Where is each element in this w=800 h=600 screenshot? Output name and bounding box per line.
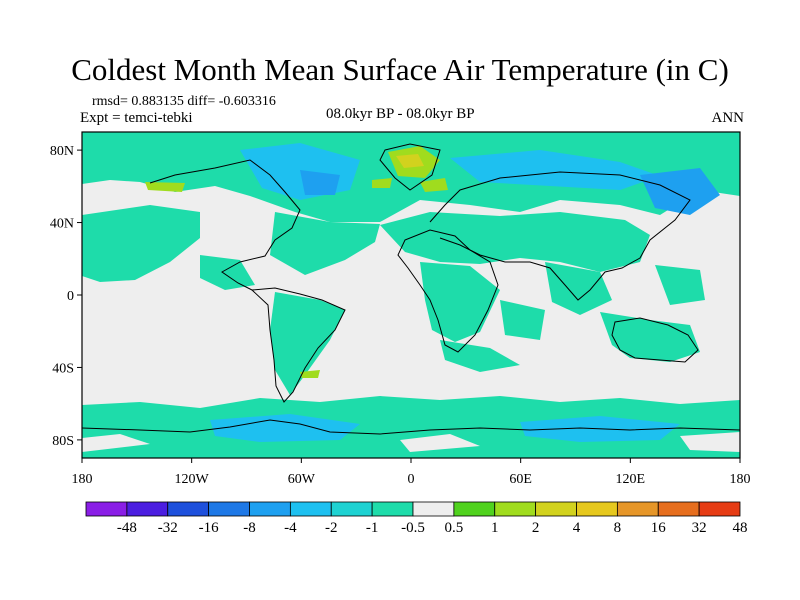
latitude-axis: 80N 40N 0 40S 80S <box>50 144 82 449</box>
lat-tick-label: 0 <box>67 289 74 304</box>
colorbar-swatch <box>535 501 577 517</box>
map-title: Coldest Month Mean Surface Air Temperatu… <box>71 52 729 87</box>
colorbar-label: -32 <box>158 520 178 536</box>
colorbar-swatch <box>494 501 537 517</box>
region-alaska-warm <box>145 182 185 192</box>
colorbar-label: -48 <box>117 520 137 536</box>
lon-tick-label: 180 <box>72 472 93 487</box>
colorbar-swatch <box>616 501 659 517</box>
period-label: 08.0kyr BP - 08.0kyr BP <box>326 106 475 122</box>
region-antarctic-cooler-west <box>210 414 360 442</box>
coast-eurasia <box>429 171 691 301</box>
colorbar-label: 8 <box>614 520 622 536</box>
region-central-america <box>200 255 255 290</box>
colorbar-label: -8 <box>243 520 256 536</box>
region-greenland-warmer <box>396 154 424 168</box>
lon-tick-label: 120E <box>616 472 646 487</box>
region-siberia-cooler <box>450 150 660 190</box>
region-africa <box>420 262 500 342</box>
longitude-axis: 180 120W 60W 0 60E 120E 180 <box>72 458 751 487</box>
lat-tick-label: 40N <box>50 217 74 232</box>
season-label: ANN <box>711 110 745 126</box>
lat-tick-label: 80S <box>52 434 74 449</box>
colorbar-label: 16 <box>651 520 667 536</box>
region-antarctic-neutral-1 <box>82 434 150 452</box>
colorbar-label: 48 <box>733 520 748 536</box>
colorbar-swatch <box>576 501 618 517</box>
colorbar-swatch <box>167 501 210 517</box>
colorbar-swatch <box>85 501 128 517</box>
colorbar-swatch <box>126 501 169 517</box>
region-india <box>545 262 612 315</box>
colorbar-label: 1 <box>491 520 499 536</box>
lon-tick-label: 120W <box>175 472 210 487</box>
experiment-label: Expt = temci-tebki <box>80 110 193 126</box>
coast-greenland <box>379 143 441 191</box>
region-south-atlantic-warm <box>300 370 320 378</box>
colorbar-swatch <box>208 501 250 517</box>
colorbar-swatch <box>330 501 373 517</box>
colorbar-swatch <box>657 501 700 517</box>
region-eurasia <box>380 212 650 272</box>
colorbar-swatch <box>453 501 496 517</box>
lat-tick-label: 40S <box>52 361 74 376</box>
colorbar-label: -0.5 <box>401 520 425 536</box>
region-north-pacific <box>82 205 200 282</box>
region-australia <box>600 312 700 362</box>
stats-label: rmsd= 0.883135 diff= -0.603316 <box>92 94 276 109</box>
region-antarctic-neutral-2 <box>400 434 480 452</box>
region-antarctic-neutral-3 <box>680 432 740 452</box>
colorbar-label: 2 <box>532 520 540 536</box>
colorbar-label: 4 <box>573 520 581 536</box>
colorbar: -48 -32 -16 -8 -4 -2 -1 -0.5 0.5 1 2 4 8 16 32 48 <box>85 501 748 536</box>
colorbar-label: -4 <box>284 520 297 536</box>
colorbar-label: -16 <box>199 520 219 536</box>
lat-tick-label: 80N <box>50 144 74 159</box>
lon-tick-label: 60E <box>509 472 532 487</box>
coast-australia <box>611 317 699 363</box>
region-scandinavia-warm <box>420 178 448 192</box>
region-hudson-coolest <box>300 170 340 195</box>
coast-south-america <box>250 287 346 403</box>
colorbar-label: -1 <box>366 520 379 536</box>
coast-africa <box>397 229 499 353</box>
region-west-pacific <box>655 265 705 305</box>
colorbar-swatch <box>289 501 332 517</box>
coastlines <box>81 143 741 435</box>
anomaly-field <box>82 132 740 458</box>
lon-tick-label: 60W <box>288 472 316 487</box>
colorbar-swatch <box>412 501 455 517</box>
colorbar-label: 32 <box>692 520 707 536</box>
region-south-indian-ocean <box>440 340 520 372</box>
region-south-america <box>270 292 345 395</box>
colorbar-swatch <box>371 501 414 517</box>
region-indian-ocean <box>500 300 545 340</box>
colorbar-label: 0.5 <box>445 520 464 536</box>
region-far-east-coolest <box>640 168 720 215</box>
lon-tick-label: 180 <box>730 472 751 487</box>
region-iceland-warm <box>372 178 392 188</box>
colorbar-swatch <box>249 501 291 517</box>
region-southern-ocean <box>82 396 740 458</box>
coast-antarctica <box>81 419 741 435</box>
region-north-atlantic <box>270 212 380 275</box>
lon-tick-label: 0 <box>408 472 415 487</box>
colorbar-swatch <box>698 501 741 517</box>
coast-north-america <box>149 159 301 291</box>
colorbar-label: -2 <box>325 520 338 536</box>
